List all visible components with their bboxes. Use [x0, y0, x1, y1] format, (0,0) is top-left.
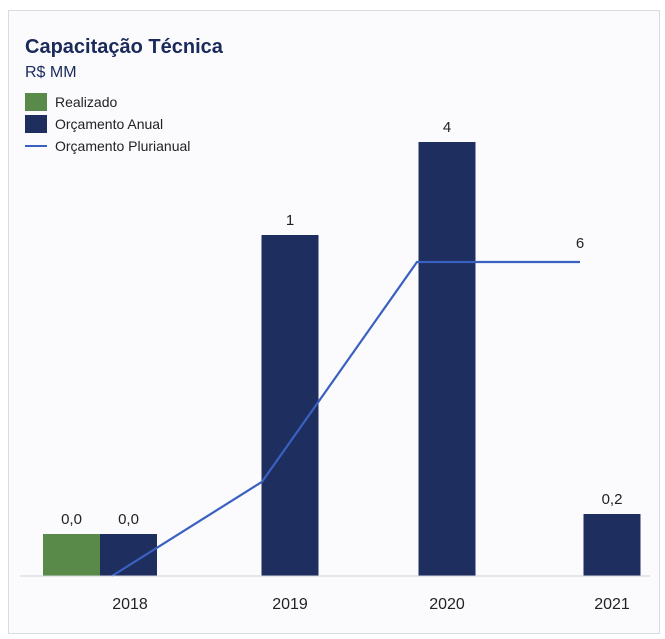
bar-label-orcamento-anual-2018: 0,0: [118, 511, 139, 528]
bar-orcamento-anual-2019: [261, 235, 319, 576]
legend-label-orcamento-plurianual: Orçamento Plurianual: [55, 138, 191, 154]
bar-label-orcamento-anual-2019: 1: [286, 212, 294, 229]
legend: Realizado Orçamento Anual Orçamento Plur…: [25, 92, 190, 158]
x-tick-2021: 2021: [594, 596, 630, 613]
x-tick-2019: 2019: [272, 596, 308, 613]
line-layer: [111, 260, 581, 577]
bar-label-realizado-2018: 0,0: [61, 511, 82, 528]
bar-label-orcamento-anual-2021: 0,2: [602, 491, 623, 508]
x-tick-2018: 2018: [112, 596, 148, 613]
chart-subtitle: R$ MM: [25, 64, 77, 81]
bar-orcamento-anual-2020: [418, 142, 476, 576]
legend-item-realizado: Realizado: [25, 92, 190, 112]
labels-layer: 0,0 0,0 1 4 0,2 6: [61, 119, 622, 528]
bar-label-orcamento-anual-2020: 4: [443, 119, 451, 136]
line-orcamento-plurianual: [111, 260, 580, 577]
bar-orcamento-anual-2021: [583, 514, 641, 576]
chart-title: Capacitação Técnica: [25, 36, 223, 58]
legend-swatch-realizado: [25, 93, 47, 111]
legend-item-orcamento-plurianual: Orçamento Plurianual: [25, 136, 190, 156]
bars-layer: [43, 142, 641, 576]
legend-label-realizado: Realizado: [55, 94, 118, 110]
line-label-orcamento-plurianual-2021: 6: [576, 235, 584, 252]
chart-frame: [8, 10, 660, 634]
x-axis-ticks: 2018 2019 2020 2021: [20, 575, 650, 613]
legend-label-orcamento-anual: Orçamento Anual: [55, 116, 164, 132]
legend-item-orcamento-anual: Orçamento Anual: [25, 114, 190, 134]
legend-swatch-orcamento-anual: [25, 115, 47, 133]
bar-orcamento-anual-2018: [100, 534, 157, 576]
x-tick-2020: 2020: [429, 596, 465, 613]
legend-line-orcamento-plurianual: [25, 145, 47, 147]
bar-realizado-2018: [43, 534, 100, 576]
